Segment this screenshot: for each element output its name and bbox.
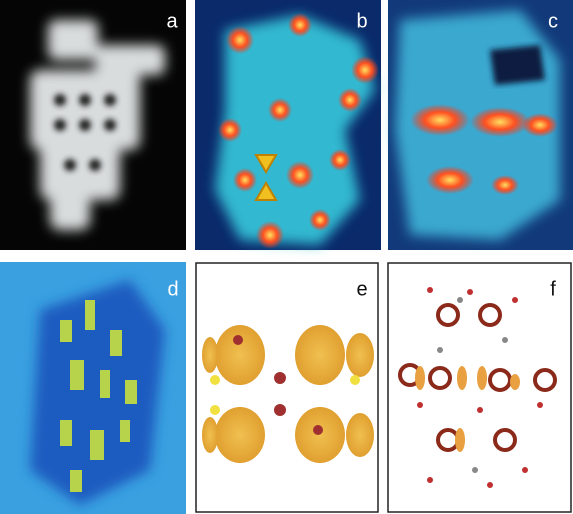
panel-f: f	[387, 262, 572, 513]
panel-a: a	[0, 0, 186, 250]
panel-label: e	[356, 278, 367, 300]
panel-d: d	[0, 262, 186, 514]
panel-e: e	[195, 262, 379, 513]
panel-label: a	[166, 10, 178, 32]
panel-c: c	[388, 0, 573, 250]
panel-label: d	[167, 278, 178, 300]
panel-label: f	[550, 278, 556, 300]
panel-label: c	[548, 10, 558, 32]
panel-b: b	[195, 0, 381, 250]
panel-label: b	[356, 10, 367, 32]
